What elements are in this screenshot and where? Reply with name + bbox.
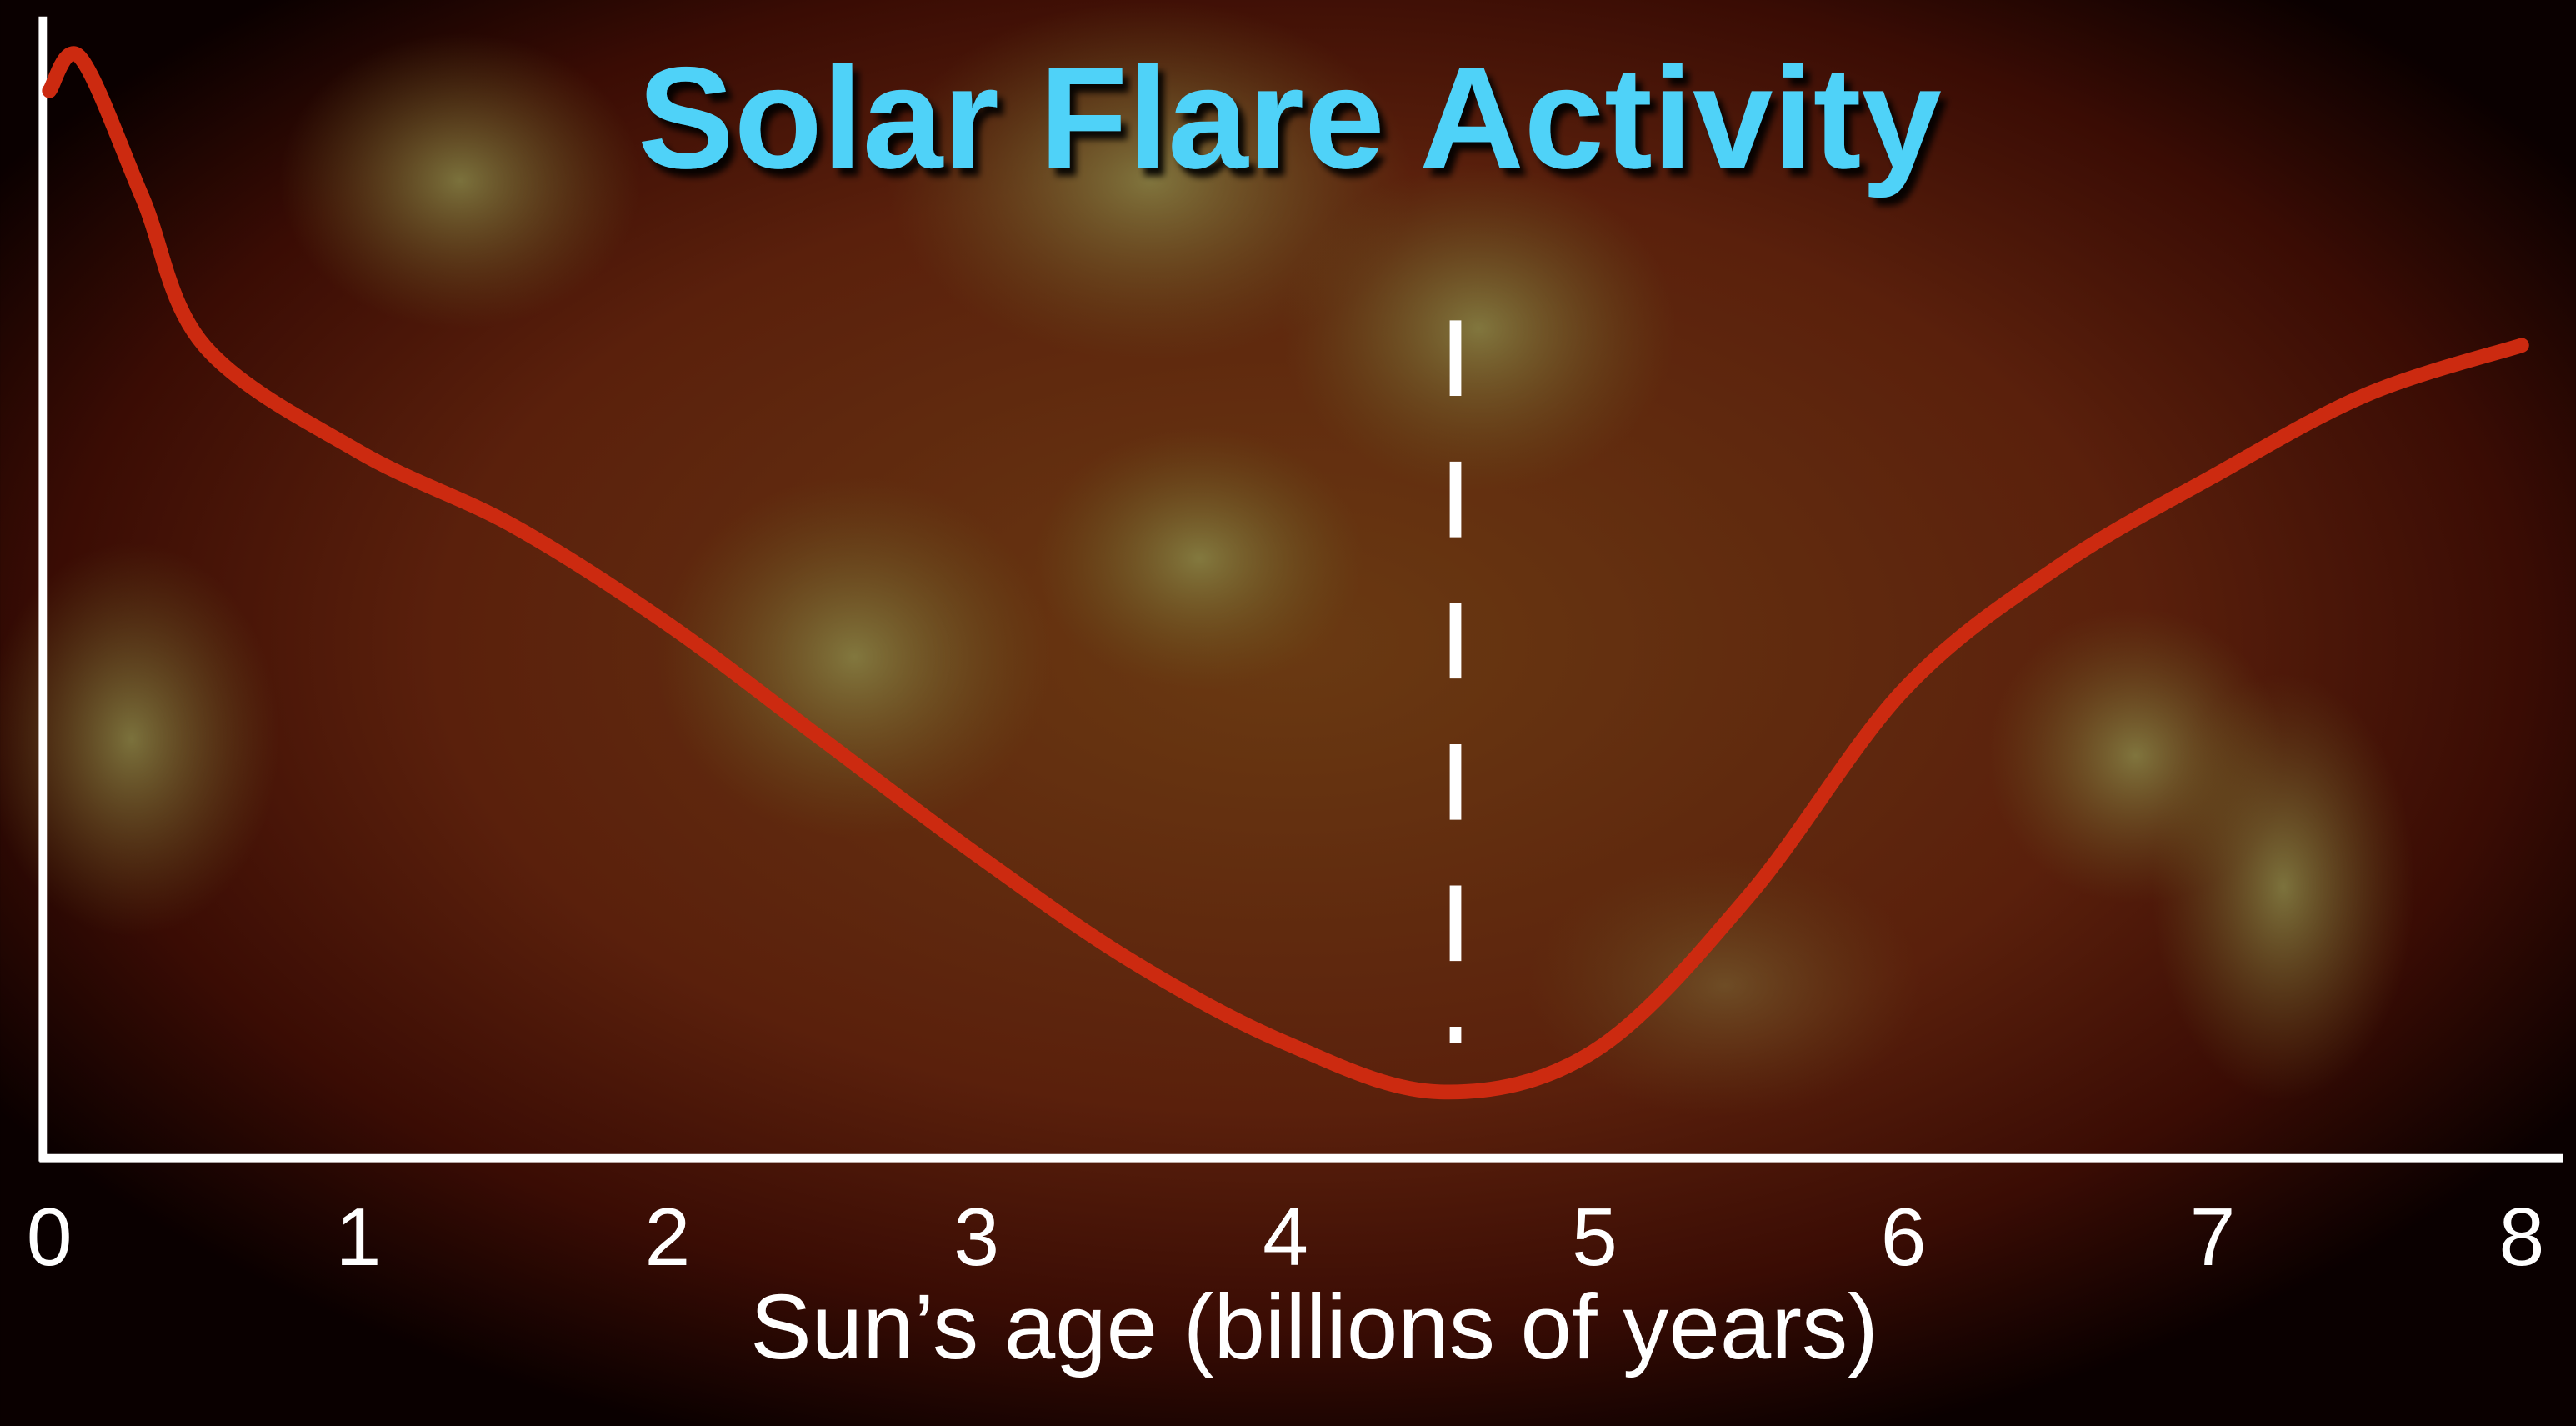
x-tick-label: 6 <box>1881 1191 1927 1283</box>
x-tick-label: 0 <box>27 1191 73 1283</box>
x-tick-label: 2 <box>644 1191 690 1283</box>
x-tick-label: 4 <box>1263 1191 1308 1283</box>
x-tick-label: 7 <box>2190 1191 2236 1283</box>
x-tick-label: 1 <box>336 1191 382 1283</box>
x-tick-label: 8 <box>2498 1191 2544 1283</box>
x-axis-label: Sun’s age (billions of years) <box>750 1276 1878 1378</box>
chart-title: Solar Flare Activity <box>638 37 1942 198</box>
page: {"chart_data": {"type": "line", "title":… <box>0 0 2576 1426</box>
x-tick-label: 3 <box>953 1191 999 1283</box>
chart: Solar Flare Activity Sun’s age (billions… <box>0 0 2576 1426</box>
x-tick-label: 5 <box>1572 1191 1618 1283</box>
